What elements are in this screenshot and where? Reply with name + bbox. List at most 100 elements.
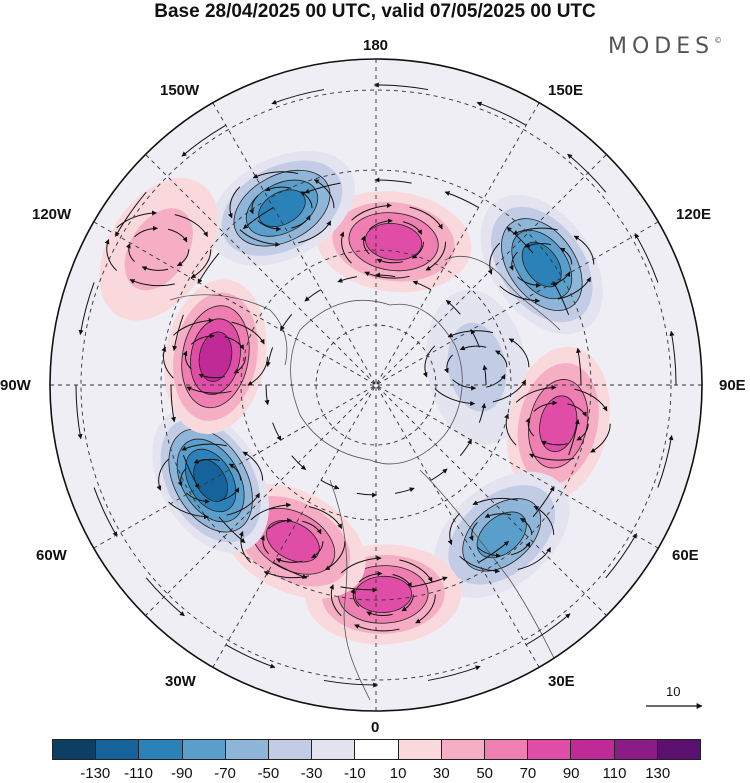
colorbar-swatch xyxy=(571,740,615,759)
wind-arrow xyxy=(280,313,293,331)
wind-arrow xyxy=(176,249,190,267)
colorbar-tick-label: 110 xyxy=(602,765,627,782)
wind-arrow xyxy=(228,463,242,481)
colorbar-tick-label: -50 xyxy=(257,765,280,782)
colorbar-tick-label: 130 xyxy=(645,765,671,782)
wind-arrow xyxy=(308,506,343,529)
colorbar-swatch xyxy=(614,740,658,759)
colorbar-swatch xyxy=(657,740,701,759)
map-boundary xyxy=(49,58,703,712)
wind-arrow xyxy=(340,555,382,574)
wind-arrow xyxy=(114,191,147,237)
wind-arrow xyxy=(364,271,410,279)
wind-arrow xyxy=(302,520,322,535)
wind-arrow xyxy=(529,453,575,461)
wind-arrow xyxy=(249,195,259,215)
wind-arrow xyxy=(567,403,587,417)
anomaly-contour xyxy=(266,520,320,563)
wind-arrow xyxy=(411,576,448,588)
colorbar-tick-label: -90 xyxy=(170,765,193,782)
wind-arrow xyxy=(533,505,555,535)
wind-arrow xyxy=(445,299,461,315)
wind-arrow xyxy=(492,379,527,403)
colorbar-swatch xyxy=(312,740,356,759)
wind-arrow xyxy=(167,228,188,243)
colorbar-tick-label: 30 xyxy=(433,765,450,782)
graticule xyxy=(50,59,702,711)
wind-arrow xyxy=(134,225,159,238)
wind-arrow xyxy=(197,252,220,284)
wind-arrow xyxy=(250,502,292,521)
wind-arrow xyxy=(392,573,412,588)
wind-arrow xyxy=(145,577,185,617)
wind-arrow xyxy=(104,239,118,272)
wind-arrow xyxy=(504,413,517,446)
wind-arrow xyxy=(356,492,378,498)
colorbar-tick-label: 50 xyxy=(476,765,493,782)
wind-arrow xyxy=(339,231,352,264)
wind-arrow xyxy=(517,276,542,288)
wind-arrow xyxy=(368,218,393,230)
wind-arrow xyxy=(525,417,535,437)
wind-arrow xyxy=(116,210,158,229)
colorbar xyxy=(52,739,701,760)
wind-arrow xyxy=(508,338,530,368)
wind-arrow xyxy=(297,220,332,244)
lon-label-60e: 60E xyxy=(672,547,699,564)
wind-arrow xyxy=(181,443,227,451)
wind-arrow xyxy=(265,347,274,367)
wind-arrow xyxy=(129,279,175,287)
colorbar-tick-label: -10 xyxy=(344,765,366,782)
polar-map xyxy=(49,58,703,712)
lon-label-30w: 30W xyxy=(165,673,196,690)
lon-label-120e: 120E xyxy=(676,206,712,223)
wind-arrow xyxy=(351,202,392,221)
wind-arrow xyxy=(374,272,396,278)
wind-arrow xyxy=(590,423,611,453)
wind-arrow xyxy=(532,486,555,518)
wind-arrow xyxy=(313,179,335,209)
anomaly-contour xyxy=(354,575,412,613)
colorbar-tick-label: -110 xyxy=(124,765,153,782)
wind-arrow xyxy=(125,243,135,262)
colorbar-swatch xyxy=(528,740,572,759)
colorbar-swatch xyxy=(225,740,270,759)
wind-arrow xyxy=(486,374,506,388)
wind-arrow xyxy=(459,439,472,457)
wind-arrow xyxy=(573,235,595,265)
wind-arrow xyxy=(231,321,265,345)
wind-arrow xyxy=(224,336,245,350)
wind-arrow xyxy=(219,487,240,501)
wind-arrow xyxy=(541,440,568,446)
wind-arrow xyxy=(311,541,324,559)
colorbar-tick-label: 70 xyxy=(519,765,537,782)
colorbar-tick-label: -130 xyxy=(80,765,111,782)
wind-arrow xyxy=(324,541,346,571)
colorbar-swatch xyxy=(53,740,97,759)
wind-arrow xyxy=(350,588,360,608)
wind-arrow xyxy=(218,516,246,544)
brand-name: MODES xyxy=(608,34,715,59)
wind-arrow xyxy=(193,458,221,464)
wind-arrow xyxy=(499,285,541,304)
wind-arrow xyxy=(271,89,324,105)
wind-arrow xyxy=(141,266,169,271)
wind-arrow xyxy=(304,182,341,194)
wind-arrow xyxy=(395,487,415,494)
lon-label-30e: 30E xyxy=(548,673,575,690)
wind-arrow xyxy=(422,345,436,378)
wind-arrow xyxy=(291,215,311,229)
wind-arrow xyxy=(323,679,379,688)
wind-arrow xyxy=(568,419,580,456)
lon-label-150w: 150W xyxy=(160,82,200,99)
wind-arrow xyxy=(376,258,403,264)
wind-arrow xyxy=(412,280,432,291)
wind-arrow xyxy=(300,191,313,209)
wind-arrow xyxy=(182,350,192,370)
wind-arrow xyxy=(444,354,453,374)
wind-arrow xyxy=(657,434,674,488)
wind-arrow xyxy=(552,281,570,316)
wind-arrow xyxy=(272,422,282,441)
wind-arrow xyxy=(226,492,260,516)
wind-arrow xyxy=(401,594,414,612)
